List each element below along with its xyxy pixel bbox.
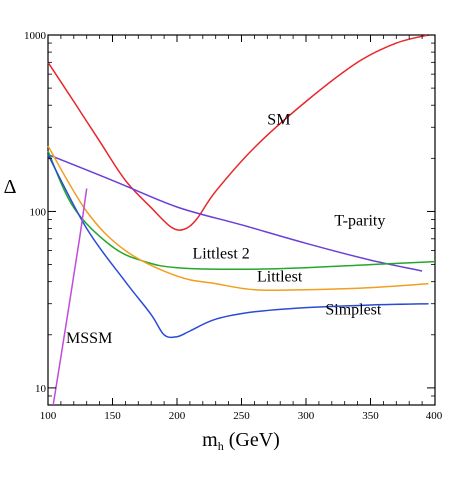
- x-tick-label: 350: [362, 410, 379, 422]
- series-line-littlest-2: [47, 150, 436, 271]
- x-tick-label: 100: [40, 410, 57, 422]
- series-label-littlest-2: Littlest 2: [192, 246, 249, 263]
- x-axis-title-main: m: [202, 429, 218, 451]
- x-tick-label: 400: [426, 410, 443, 422]
- series-layer: [47, 34, 436, 406]
- y-tick-label: 10: [35, 383, 47, 395]
- plot-area: SM T-parity Littlest 2 Littlest Simplest MSSM: [47, 34, 436, 406]
- x-tick-label: 150: [104, 410, 121, 422]
- series-line-littlest: [47, 145, 429, 292]
- series-label-sm: SM: [267, 112, 290, 129]
- y-tick-label: 1000: [24, 30, 47, 42]
- y-axis: 10 100 1000: [24, 30, 435, 406]
- series-label-simplest: Simplest: [325, 302, 382, 319]
- x-tick-label: 250: [233, 410, 250, 422]
- series-label-littlest: Littlest: [257, 269, 303, 286]
- series-line-t-parity: [47, 153, 423, 272]
- y-tick-label: 100: [30, 206, 47, 218]
- x-axis: 100 150 200 250 300 350 400: [40, 35, 443, 422]
- series-line-sm: [47, 34, 429, 231]
- series-label-t-parity: T-parity: [334, 213, 385, 230]
- y-axis-title: Δ: [4, 176, 17, 198]
- series-label-layer: SM T-parity Littlest 2 Littlest Simplest MSSM: [66, 112, 385, 347]
- x-tick-label: 200: [169, 410, 186, 422]
- x-axis-title-rest: (GeV): [224, 429, 280, 451]
- x-axis-title: mh (GeV): [202, 429, 280, 453]
- series-line-mssm: [52, 188, 88, 406]
- x-axis-title-sub: h: [218, 439, 224, 453]
- x-tick-label: 300: [298, 410, 315, 422]
- series-label-mssm: MSSM: [66, 330, 112, 347]
- series-line-simplest: [47, 154, 429, 339]
